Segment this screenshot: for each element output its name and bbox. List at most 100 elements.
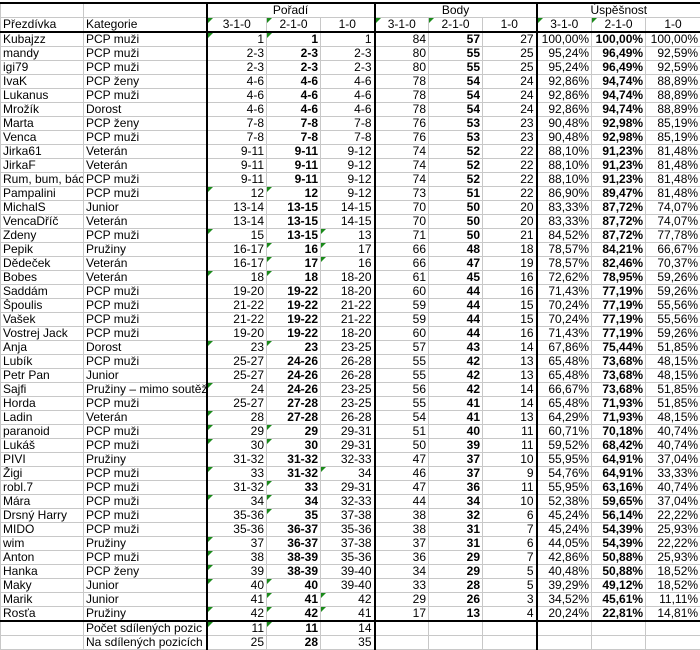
- cell-category[interactable]: PCP muži: [84, 523, 207, 537]
- cell-body-2-1-0[interactable]: 44: [429, 299, 483, 313]
- cell-body-1-0[interactable]: 11: [483, 439, 537, 453]
- cell-uspesnost-2-1-0[interactable]: 45,61%: [592, 593, 646, 607]
- cell-poradi-2-1-0[interactable]: 13-15: [267, 201, 321, 215]
- cell-poradi-1-0[interactable]: 41: [321, 607, 375, 622]
- cell-body-1-0[interactable]: 9: [483, 467, 537, 481]
- cell-poradi-1-0[interactable]: 9-12: [321, 159, 375, 173]
- column-header-poradi-3-1-0[interactable]: 3-1-0: [207, 18, 267, 33]
- cell-poradi-1-0[interactable]: 9-12: [321, 187, 375, 201]
- cell-poradi-1-0[interactable]: 39-40: [321, 579, 375, 593]
- cell-uspesnost-1-0[interactable]: 22,22%: [646, 509, 700, 523]
- cell-poradi-3-1-0[interactable]: 9-11: [207, 145, 267, 159]
- cell-body-2-1-0[interactable]: 29: [429, 551, 483, 565]
- cell-uspesnost-1-0[interactable]: 70,37%: [646, 257, 700, 271]
- cell-uspesnost-3-1-0[interactable]: 45,24%: [537, 509, 592, 523]
- cell-uspesnost-3-1-0[interactable]: 65,48%: [537, 369, 592, 383]
- cell-nickname[interactable]: Dědeček: [1, 257, 84, 271]
- cell-poradi-1-0[interactable]: 2-3: [321, 61, 375, 75]
- cell-nickname[interactable]: Rosťa: [1, 607, 84, 622]
- cell-uspesnost-1-0[interactable]: 48,15%: [646, 369, 700, 383]
- cell-poradi-2-1-0[interactable]: 24-26: [267, 355, 321, 369]
- cell-poradi-1-0[interactable]: 26-28: [321, 355, 375, 369]
- column-header-body-2-1-0[interactable]: 2-1-0: [429, 18, 483, 33]
- cell-poradi-3-1-0[interactable]: 11: [207, 621, 267, 636]
- cell-body-2-1-0[interactable]: 41: [429, 411, 483, 425]
- cell-uspesnost-3-1-0[interactable]: 90,48%: [537, 117, 592, 131]
- cell-body-3-1-0[interactable]: 46: [375, 467, 429, 481]
- cell-poradi-3-1-0[interactable]: 38: [207, 551, 267, 565]
- cell-uspesnost-2-1-0[interactable]: [592, 621, 646, 636]
- cell-poradi-1-0[interactable]: 14-15: [321, 215, 375, 229]
- cell-body-2-1-0[interactable]: 42: [429, 383, 483, 397]
- cell-body-1-0[interactable]: 16: [483, 271, 537, 285]
- cell-poradi-1-0[interactable]: 17: [321, 243, 375, 257]
- cell-category[interactable]: Veterán: [84, 145, 207, 159]
- cell-category[interactable]: Junior: [84, 201, 207, 215]
- cell-uspesnost-3-1-0[interactable]: [537, 636, 592, 650]
- cell-uspesnost-1-0[interactable]: 40,74%: [646, 481, 700, 495]
- cell-body-1-0[interactable]: 22: [483, 187, 537, 201]
- cell-poradi-2-1-0[interactable]: 11: [267, 621, 321, 636]
- cell-nickname[interactable]: Mrožík: [1, 103, 84, 117]
- cell-uspesnost-1-0[interactable]: 14,81%: [646, 607, 700, 622]
- cell-body-2-1-0[interactable]: 50: [429, 215, 483, 229]
- cell-uspesnost-2-1-0[interactable]: 94,74%: [592, 89, 646, 103]
- cell-poradi-1-0[interactable]: 16: [321, 257, 375, 271]
- cell-uspesnost-3-1-0[interactable]: 42,86%: [537, 551, 592, 565]
- cell-uspesnost-2-1-0[interactable]: 22,81%: [592, 607, 646, 622]
- cell-poradi-3-1-0[interactable]: 31-32: [207, 453, 267, 467]
- cell-category[interactable]: PCP muži: [84, 313, 207, 327]
- cell-poradi-3-1-0[interactable]: 33: [207, 467, 267, 481]
- cell-poradi-3-1-0[interactable]: 42: [207, 607, 267, 622]
- cell-uspesnost-2-1-0[interactable]: 63,16%: [592, 481, 646, 495]
- cell-body-3-1-0[interactable]: 78: [375, 75, 429, 89]
- cell-body-3-1-0[interactable]: 55: [375, 369, 429, 383]
- cell-body-2-1-0[interactable]: 44: [429, 285, 483, 299]
- cell-poradi-2-1-0[interactable]: 38-39: [267, 551, 321, 565]
- cell-uspesnost-3-1-0[interactable]: 39,29%: [537, 579, 592, 593]
- cell-uspesnost-3-1-0[interactable]: 52,38%: [537, 495, 592, 509]
- cell-poradi-2-1-0[interactable]: 35: [267, 509, 321, 523]
- cell-poradi-2-1-0[interactable]: 40: [267, 579, 321, 593]
- cell-nickname[interactable]: Pepik: [1, 243, 84, 257]
- cell-poradi-2-1-0[interactable]: 30: [267, 439, 321, 453]
- cell-body-2-1-0[interactable]: 34: [429, 495, 483, 509]
- cell-poradi-1-0[interactable]: 18-20: [321, 327, 375, 341]
- cell-body-1-0[interactable]: 4: [483, 607, 537, 622]
- cell-poradi-3-1-0[interactable]: 1: [207, 32, 267, 47]
- cell-poradi-2-1-0[interactable]: 33: [267, 481, 321, 495]
- cell-body-2-1-0[interactable]: 13: [429, 607, 483, 622]
- cell-body-1-0[interactable]: 14: [483, 383, 537, 397]
- cell-uspesnost-2-1-0[interactable]: 59,65%: [592, 495, 646, 509]
- cell-poradi-1-0[interactable]: 29-31: [321, 481, 375, 495]
- column-header-body-1-0[interactable]: 1-0: [483, 18, 537, 33]
- cell-poradi-3-1-0[interactable]: 9-11: [207, 159, 267, 173]
- cell-body-1-0[interactable]: 16: [483, 327, 537, 341]
- cell-body-2-1-0[interactable]: 45: [429, 271, 483, 285]
- cell-body-2-1-0[interactable]: 54: [429, 75, 483, 89]
- cell-category[interactable]: Počet sdílených pozic: [84, 621, 207, 636]
- cell-uspesnost-2-1-0[interactable]: 54,39%: [592, 523, 646, 537]
- cell-uspesnost-2-1-0[interactable]: 71,93%: [592, 397, 646, 411]
- column-header-nickname[interactable]: Přezdívka: [1, 18, 84, 33]
- cell-nickname[interactable]: VencaDříč: [1, 215, 84, 229]
- cell-category[interactable]: PCP muži: [84, 89, 207, 103]
- cell-body-1-0[interactable]: 27: [483, 32, 537, 47]
- cell-body-1-0[interactable]: 13: [483, 369, 537, 383]
- cell-uspesnost-2-1-0[interactable]: 64,91%: [592, 453, 646, 467]
- cell-body-3-1-0[interactable]: 76: [375, 131, 429, 145]
- cell-body-1-0[interactable]: 6: [483, 509, 537, 523]
- cell-body-1-0[interactable]: 5: [483, 565, 537, 579]
- cell-body-3-1-0[interactable]: 74: [375, 173, 429, 187]
- cell-uspesnost-1-0[interactable]: 66,67%: [646, 243, 700, 257]
- cell-category[interactable]: Veterán: [84, 215, 207, 229]
- cell-poradi-3-1-0[interactable]: 21-22: [207, 313, 267, 327]
- cell-body-3-1-0[interactable]: [375, 621, 429, 636]
- cell-uspesnost-1-0[interactable]: [646, 636, 700, 650]
- cell-poradi-2-1-0[interactable]: 2-3: [267, 47, 321, 61]
- cell-uspesnost-3-1-0[interactable]: 78,57%: [537, 257, 592, 271]
- cell-body-3-1-0[interactable]: 80: [375, 47, 429, 61]
- cell-nickname[interactable]: Petr Pan: [1, 369, 84, 383]
- cell-uspesnost-1-0[interactable]: 92,59%: [646, 47, 700, 61]
- cell-poradi-2-1-0[interactable]: 2-3: [267, 61, 321, 75]
